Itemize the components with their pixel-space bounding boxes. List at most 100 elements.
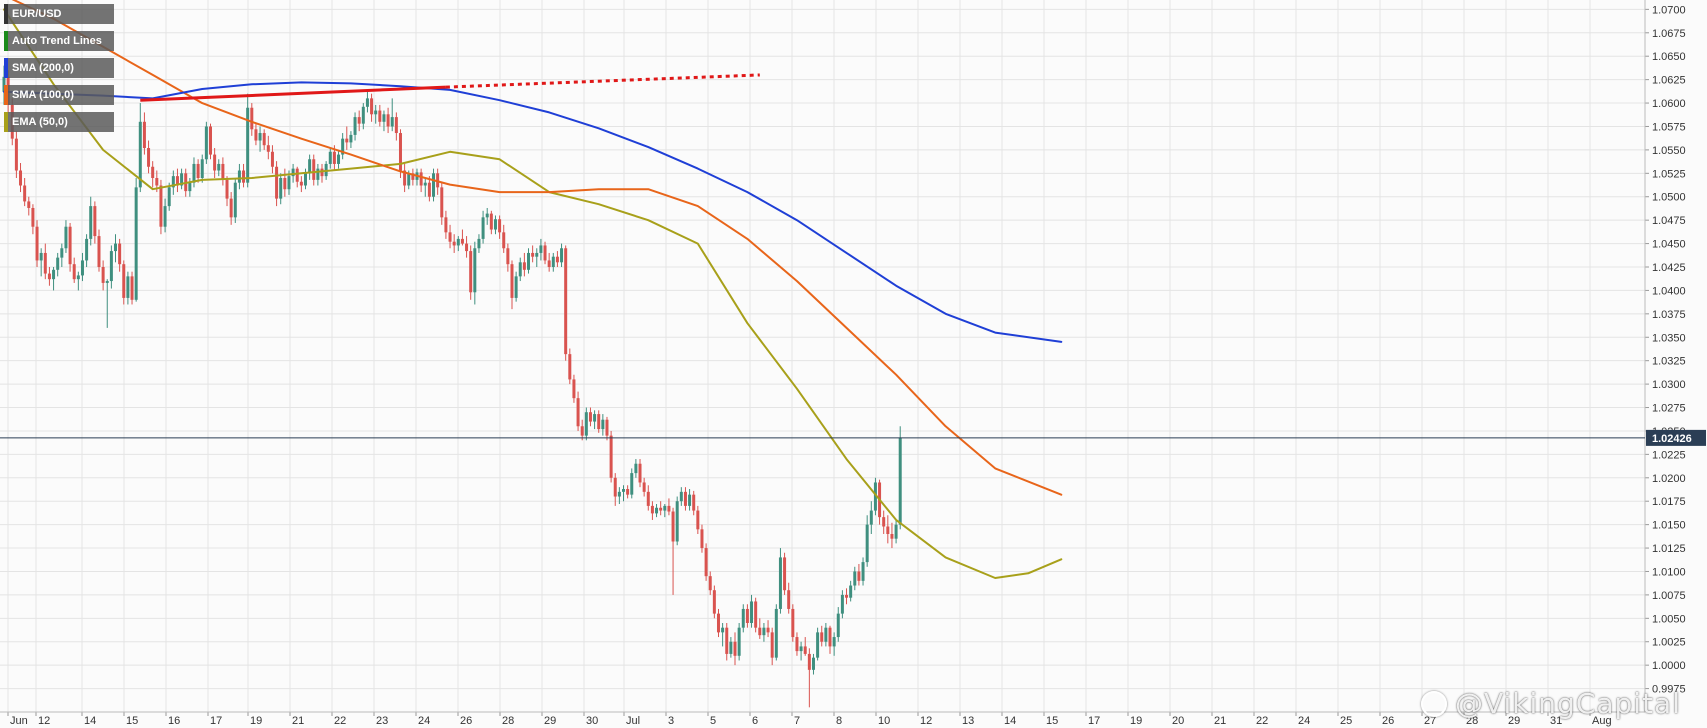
trend-line-solid [140, 85, 446, 102]
candle-body [560, 248, 564, 263]
candle-body [522, 262, 526, 270]
candle-body [452, 241, 456, 246]
legend-label: EUR/USD [12, 8, 62, 20]
y-tick-label: 1.0575 [1652, 121, 1686, 133]
candle-body [109, 251, 113, 282]
candle-body [19, 170, 23, 186]
candle-body [671, 511, 675, 542]
legend-label: Auto Trend Lines [12, 35, 102, 47]
y-axis: 1.0700 1.0675 1.0650 1.0625 1.0600 1.0575 1.05… [1644, 0, 1686, 712]
candle-body [163, 206, 167, 227]
x-tick-label: 17 [210, 715, 222, 727]
candle-body [180, 173, 184, 186]
candle-body [725, 627, 729, 654]
x-tick-label: 31 [1550, 715, 1562, 727]
candle-body [597, 414, 601, 430]
candle-body [159, 185, 163, 227]
candle-body [122, 264, 126, 298]
watermark-logo-icon [1420, 690, 1447, 717]
candle-body [564, 248, 568, 355]
candle-body [35, 226, 39, 261]
x-tick-label: 21 [292, 715, 304, 727]
x-tick-label: 7 [794, 715, 800, 727]
y-tick-label: 1.0050 [1652, 613, 1686, 625]
candle-body [572, 379, 576, 399]
y-tick-label: 1.0300 [1652, 379, 1686, 391]
candle-body [213, 154, 217, 171]
candle-body [365, 98, 369, 107]
y-tick-label: 1.0200 [1652, 473, 1686, 485]
candle-body [510, 264, 514, 298]
candle-body [60, 248, 64, 258]
candle-body [246, 107, 250, 183]
x-tick-label: 29 [1508, 715, 1520, 727]
candle-body [444, 217, 448, 233]
candle-body [828, 627, 832, 647]
legend-auto-trend-lines[interactable]: Auto Trend Lines [4, 31, 114, 51]
x-tick-label: 16 [168, 715, 180, 727]
candle-body [390, 117, 394, 127]
current-price-tag [1646, 429, 1706, 446]
x-tick-label: 8 [836, 715, 842, 727]
candle-body [39, 252, 43, 261]
watermark-text: @VikingCapital [1454, 687, 1681, 720]
candle-body [745, 608, 749, 623]
candle-body [353, 117, 357, 135]
candle-body [642, 482, 646, 492]
candle-body [312, 159, 316, 180]
candle-body [638, 463, 642, 483]
candle-body [316, 168, 320, 180]
x-tick-label: 14 [84, 715, 96, 727]
candle-body [411, 173, 415, 180]
x-tick-label: 15 [1046, 715, 1058, 727]
candle-body [617, 491, 621, 497]
legend-eurusd[interactable]: EUR/USD [4, 4, 114, 24]
candle-body [357, 117, 361, 124]
x-tick-label: 17 [1088, 715, 1100, 727]
x-tick-label: Aug [1592, 715, 1612, 727]
candle-body [861, 562, 865, 581]
x-axis: Jun 12 14 15 16 17 19 21 22 23 24 26 28 29 30 Jul 3 5 6 7 8 1… [0, 711, 1645, 727]
x-tick-label: 27 [1424, 715, 1436, 727]
legend-sma-100[interactable]: SMA (100,0) [4, 85, 114, 105]
candle-body [52, 269, 56, 280]
legend-ema-50[interactable]: EMA (50,0) [4, 112, 114, 132]
candle-body [634, 463, 638, 474]
candle-body [345, 138, 349, 143]
candle-body [531, 252, 535, 257]
candle-body [147, 148, 151, 167]
candle-body [787, 590, 791, 609]
x-tick-label: 22 [334, 715, 346, 727]
candle-body [716, 613, 720, 633]
candle-body [320, 168, 324, 177]
x-tick-label: Jul [626, 715, 640, 727]
candle-body [675, 501, 679, 542]
x-tick-label: 29 [544, 715, 556, 727]
y-tick-label: 1.0550 [1652, 145, 1686, 157]
legend-sma-200[interactable]: SMA (200,0) [4, 58, 114, 78]
candle-body [555, 256, 559, 263]
candle-body [774, 608, 778, 658]
candle-body [721, 627, 725, 633]
y-tick-label: 1.0000 [1652, 660, 1686, 672]
candle-body [155, 178, 159, 186]
candle-body [93, 206, 97, 237]
x-tick-label: 28 [502, 715, 514, 727]
y-tick-label: 1.0100 [1652, 566, 1686, 578]
candle-body [31, 207, 35, 227]
candle-body [502, 232, 506, 249]
candle-body [432, 173, 436, 197]
x-tick-label: 24 [1298, 715, 1310, 727]
candle-body [130, 276, 134, 300]
candle-body [469, 251, 473, 293]
candle-body [750, 601, 754, 623]
candle-body [630, 473, 634, 495]
candle-body [204, 126, 208, 160]
candle-body [200, 159, 204, 178]
candle-body [795, 637, 799, 652]
x-tick-label: 6 [752, 715, 758, 727]
candle-body [708, 576, 712, 591]
candle-body [593, 414, 597, 422]
candle-body [840, 594, 844, 614]
